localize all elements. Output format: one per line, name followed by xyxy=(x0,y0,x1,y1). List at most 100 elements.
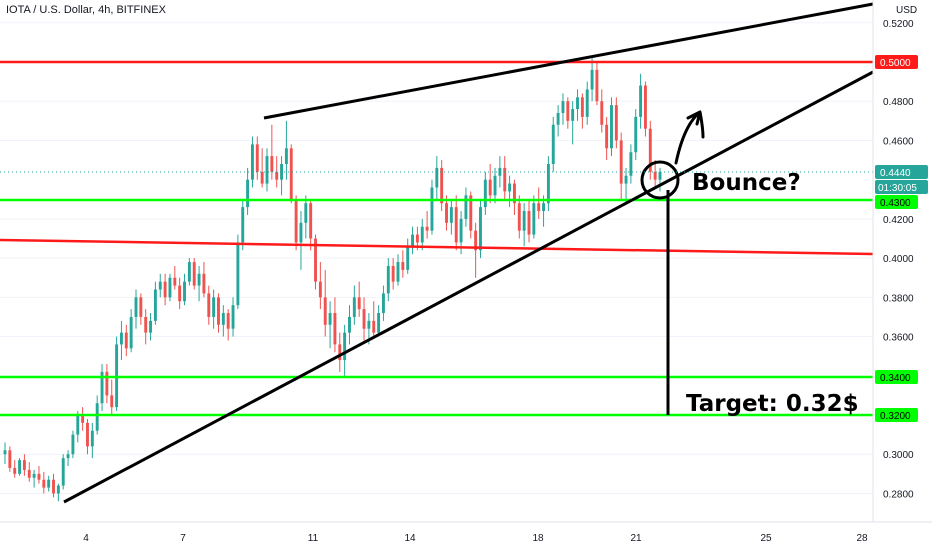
candle-bearish xyxy=(333,313,337,345)
candle-bearish xyxy=(648,128,652,172)
bounce-label: Bounce? xyxy=(692,170,801,196)
candle-bearish xyxy=(372,320,376,333)
candle-bullish xyxy=(571,109,575,121)
candle-bullish xyxy=(493,175,497,196)
candle-bearish xyxy=(512,183,516,204)
candle-bearish xyxy=(566,101,570,121)
candle-bullish xyxy=(381,293,385,314)
y-tick-label: 0.2800 xyxy=(883,489,914,500)
candle-bullish xyxy=(639,85,643,117)
candle-bullish xyxy=(406,246,410,270)
y-tick-label: 0.4800 xyxy=(883,97,914,108)
candle-bullish xyxy=(265,156,269,184)
candle-bullish xyxy=(396,262,400,282)
candle-bullish xyxy=(546,163,550,204)
candle-bullish xyxy=(119,332,123,345)
candle-bullish xyxy=(328,313,332,325)
candle-bullish xyxy=(280,163,284,180)
candle-bearish xyxy=(323,297,327,325)
candle-bullish xyxy=(449,207,453,223)
candle-bearish xyxy=(580,97,584,117)
candle-bullish xyxy=(61,458,65,486)
candle-bullish xyxy=(241,207,245,243)
candle-bearish xyxy=(86,422,89,447)
candle-bearish xyxy=(338,344,342,361)
candle-bullish xyxy=(153,289,157,321)
candlesticks xyxy=(3,58,662,502)
candle-bullish xyxy=(221,313,225,325)
candle-bearish xyxy=(537,203,541,212)
candle-bullish xyxy=(658,171,662,180)
candle-bearish xyxy=(605,124,609,149)
drawing-annotations: Bounce? Target: 0.32$ xyxy=(0,2,874,504)
candle-bullish xyxy=(532,203,536,235)
badge-05000-text: 0.5000 xyxy=(880,58,911,69)
candle-bearish xyxy=(217,297,220,325)
candle-bullish xyxy=(629,152,633,176)
price-axis[interactable]: USD 0.5200 0.4800 0.4600 0.4200 0.4000 0.3800… xyxy=(872,0,928,522)
y-tick-label: 0.3000 xyxy=(883,450,914,461)
candle-bullish xyxy=(95,403,99,431)
candle-bearish xyxy=(27,469,31,478)
candle-bullish xyxy=(420,226,424,243)
badge-03200 xyxy=(875,408,918,422)
candle-bearish xyxy=(289,148,293,200)
candle-bullish xyxy=(71,434,75,455)
candle-bearish xyxy=(314,238,317,282)
badge-04300 xyxy=(875,195,918,209)
candle-bullish xyxy=(47,479,51,488)
candle-bearish xyxy=(454,207,458,243)
candle-bullish xyxy=(479,207,482,251)
badge-05000 xyxy=(875,55,918,69)
badge-04300-text: 0.4300 xyxy=(880,198,911,209)
candle-bullish xyxy=(508,183,512,192)
candle-bearish xyxy=(503,167,507,192)
candle-bullish xyxy=(304,203,308,223)
candle-bearish xyxy=(81,415,85,423)
x-tick-label: 7 xyxy=(180,533,186,544)
candle-bearish xyxy=(144,316,148,333)
candle-bullish xyxy=(149,320,153,333)
badge-04440-text: 0.4440 xyxy=(880,168,911,179)
candle-bullish xyxy=(435,167,439,188)
candle-bearish xyxy=(401,262,405,270)
y-tick-label: 0.3600 xyxy=(883,333,914,344)
candle-bullish xyxy=(498,167,502,176)
candle-bullish xyxy=(32,473,36,478)
candle-bearish xyxy=(619,140,623,184)
candle-bullish xyxy=(76,415,80,435)
candle-bearish xyxy=(178,285,182,302)
x-tick-label: 18 xyxy=(532,533,544,544)
candle-bullish xyxy=(299,222,303,243)
candle-bullish xyxy=(576,97,579,110)
candle-bullish xyxy=(367,320,371,329)
candle-bearish xyxy=(614,105,618,141)
y-tick-label: 0.4200 xyxy=(883,215,914,226)
candle-bearish xyxy=(124,332,128,349)
chart-title: IOTA / U.S. Dollar, 4h, BITFINEX xyxy=(6,4,166,16)
candle-bearish xyxy=(595,69,599,102)
candle-bullish xyxy=(158,281,162,290)
x-tick-label: 25 xyxy=(760,533,772,544)
currency-label: USD xyxy=(896,5,917,16)
candle-bullish xyxy=(284,148,288,164)
candle-bullish xyxy=(624,175,628,184)
x-tick-label: 14 xyxy=(404,533,416,544)
candle-bearish xyxy=(294,199,298,243)
candle-bearish xyxy=(488,179,492,196)
candle-bullish xyxy=(464,195,468,219)
bounce-arrow xyxy=(674,110,705,165)
candle-bearish xyxy=(362,309,366,329)
wedge-lower-line xyxy=(63,70,874,504)
candle-bullish xyxy=(542,203,546,212)
time-axis[interactable]: 4 7 11 14 18 21 25 28 xyxy=(0,521,932,544)
x-tick-label: 4 xyxy=(83,533,89,544)
candle-bearish xyxy=(275,171,279,180)
candle-bearish xyxy=(469,195,473,231)
badge-countdown xyxy=(875,180,928,194)
candle-bearish xyxy=(600,101,604,125)
candle-bearish xyxy=(8,450,12,468)
candle-bearish xyxy=(255,144,259,172)
candle-bullish xyxy=(18,460,22,474)
